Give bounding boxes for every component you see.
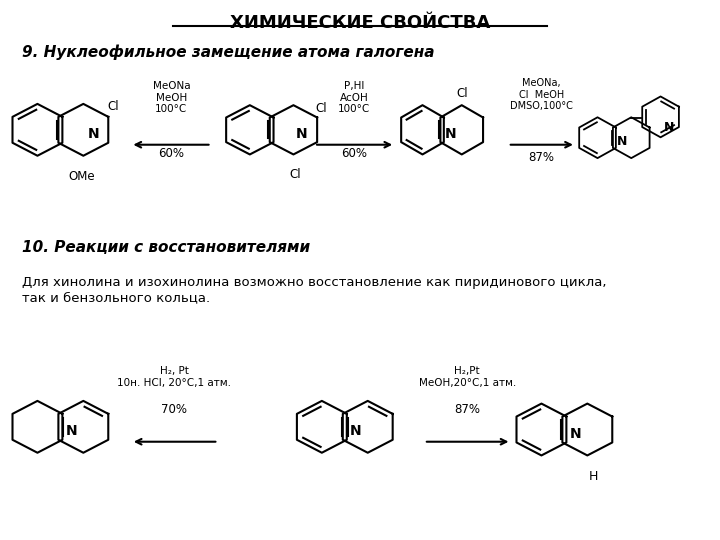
Text: MeONa
MeOH
100°C: MeONa MeOH 100°C — [153, 81, 190, 114]
Text: N: N — [663, 120, 674, 133]
Text: OMe: OMe — [68, 170, 95, 183]
Text: N: N — [88, 127, 99, 141]
Text: MeONa,
Cl  MeOH
DMSO,100°C: MeONa, Cl MeOH DMSO,100°C — [510, 78, 573, 111]
Text: P,HI
AcOH
100°C: P,HI AcOH 100°C — [338, 81, 370, 114]
Text: 10. Реакции с восстановителями: 10. Реакции с восстановителями — [22, 240, 310, 255]
Text: 60%: 60% — [158, 147, 184, 160]
Text: N: N — [296, 127, 307, 141]
Text: H₂,Pt
MeOH,20°C,1 атм.: H₂,Pt MeOH,20°C,1 атм. — [418, 366, 516, 388]
Text: N: N — [66, 424, 77, 438]
Text: H: H — [588, 470, 598, 483]
Text: H₂, Pt
10н. HCl, 20°C,1 атм.: H₂, Pt 10н. HCl, 20°C,1 атм. — [117, 366, 231, 388]
Text: N: N — [445, 127, 456, 141]
Text: Cl: Cl — [456, 87, 467, 100]
Text: 9. Нуклеофильное замещение атома галогена: 9. Нуклеофильное замещение атома галоген… — [22, 44, 434, 60]
Text: N: N — [570, 427, 581, 441]
Text: Cl: Cl — [108, 100, 120, 113]
Text: 87%: 87% — [528, 151, 554, 164]
Text: 87%: 87% — [454, 403, 480, 416]
Text: N: N — [350, 424, 361, 438]
Text: Cl: Cl — [289, 168, 301, 181]
Text: Cl: Cl — [315, 102, 327, 114]
Text: N: N — [617, 135, 628, 148]
Text: ХИМИЧЕСКИЕ СВОЙСТВА: ХИМИЧЕСКИЕ СВОЙСТВА — [230, 14, 490, 31]
Text: 60%: 60% — [341, 147, 367, 160]
Text: 70%: 70% — [161, 403, 187, 416]
Text: Для хинолина и изохинолина возможно восстановление как пиридинового цикла,
так и: Для хинолина и изохинолина возможно восс… — [22, 276, 606, 305]
